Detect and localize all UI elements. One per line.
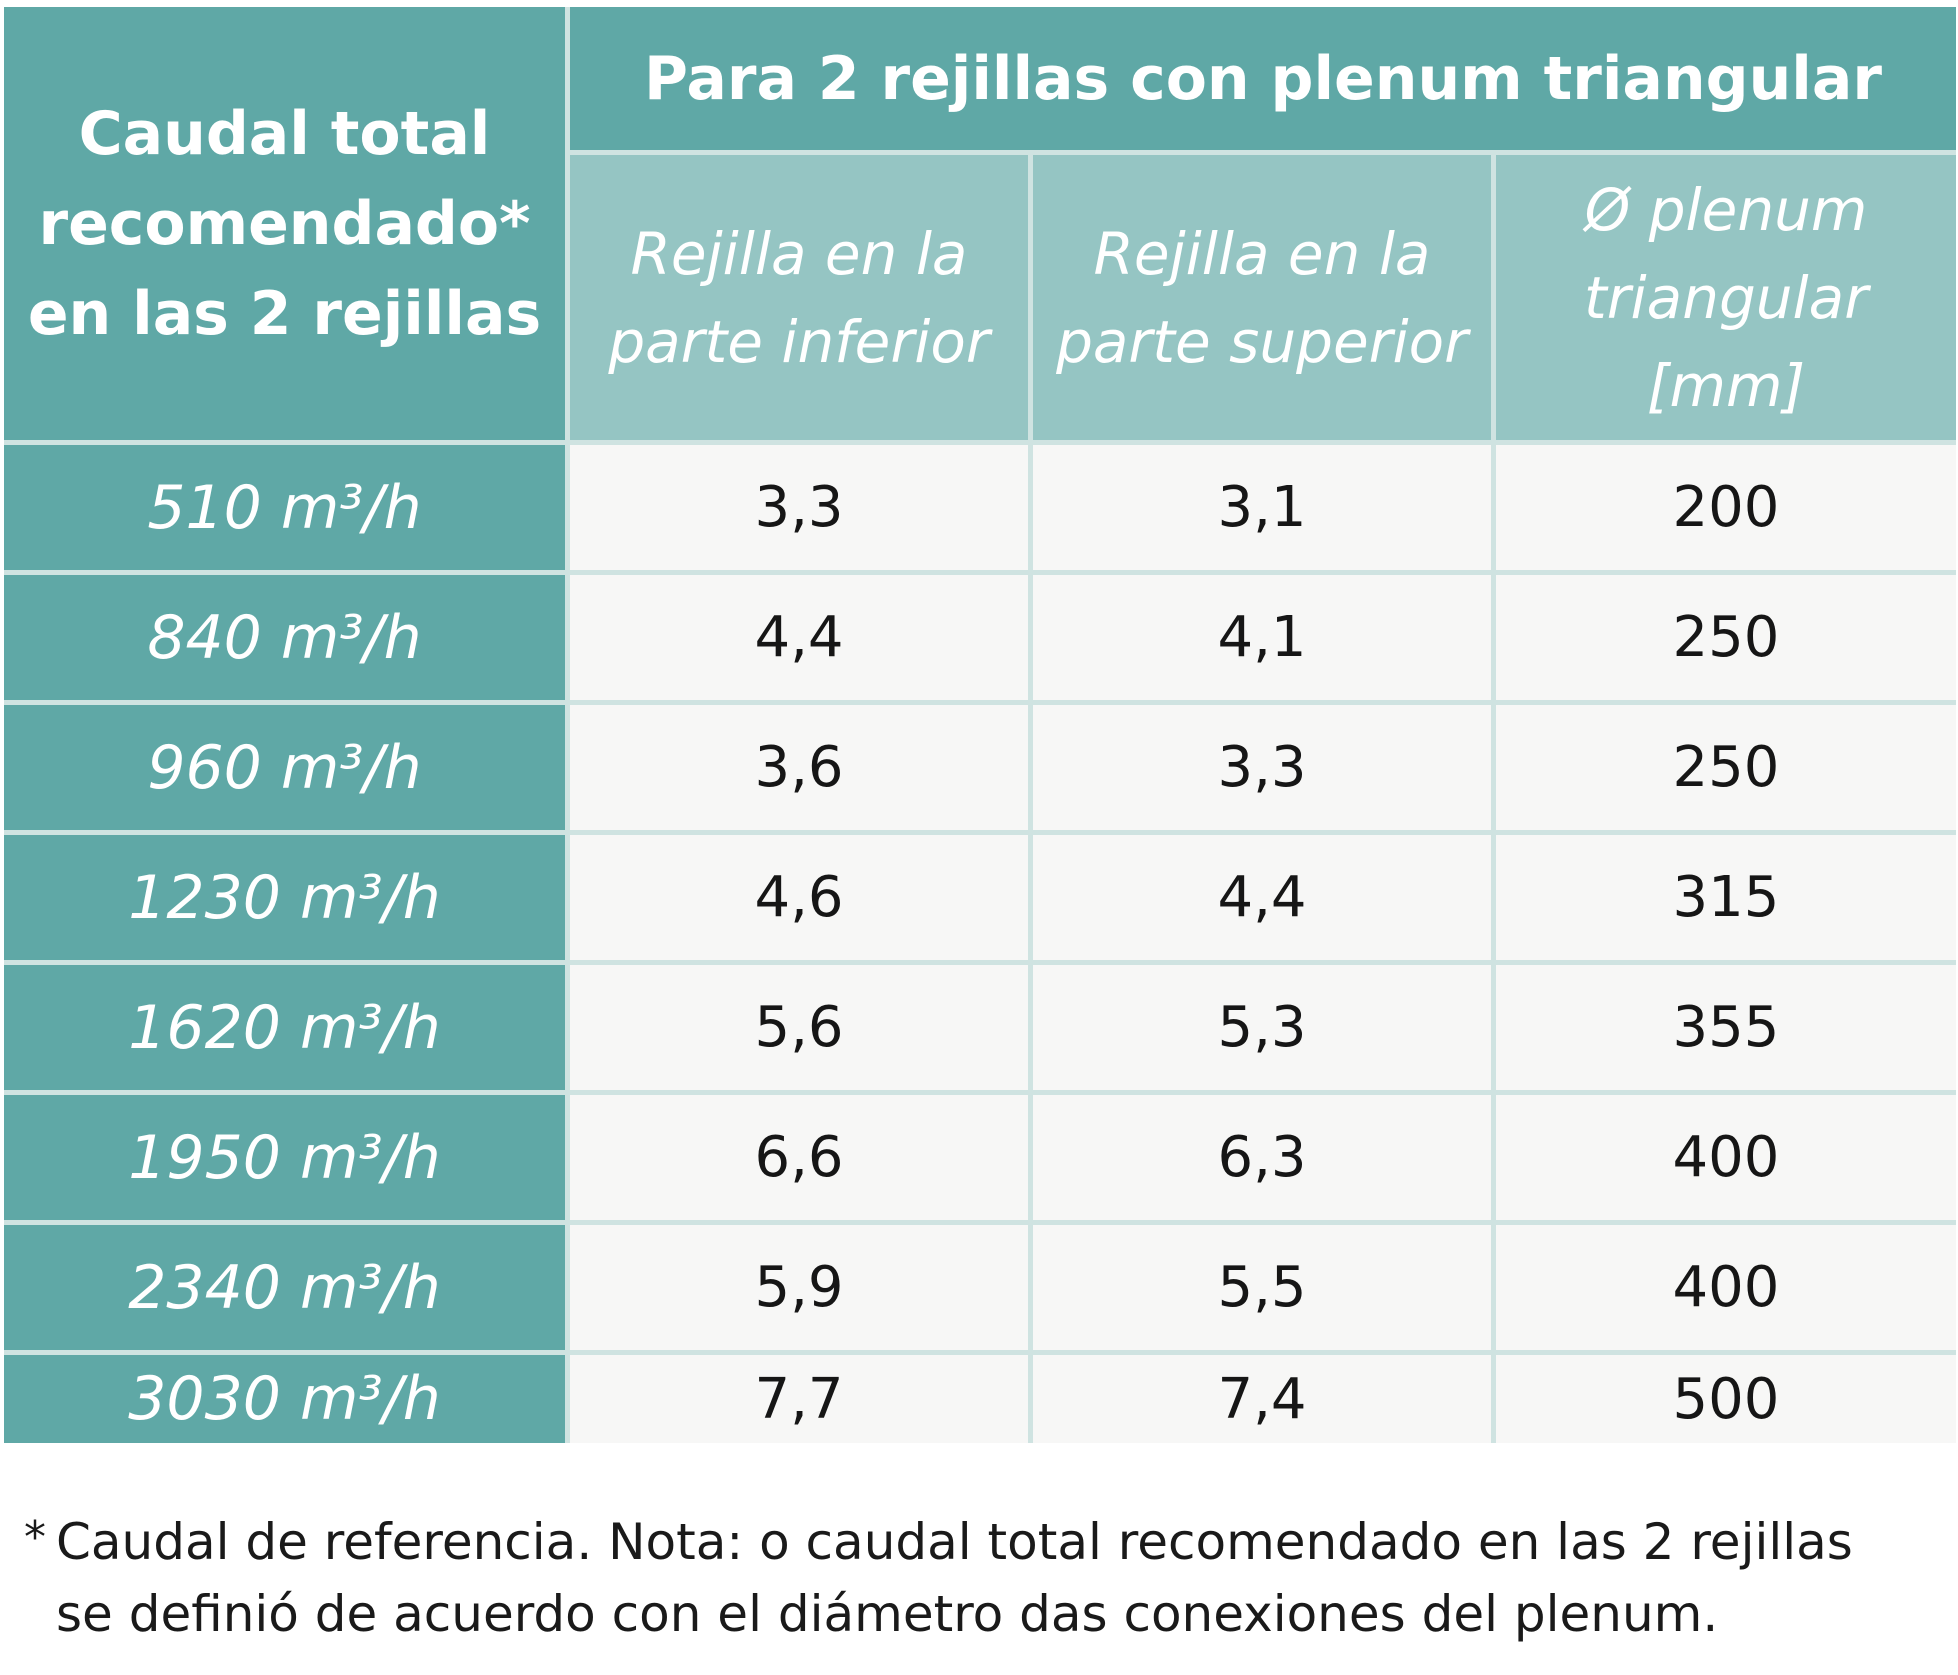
cell-value: 4,1: [1217, 605, 1307, 670]
subheader-inferior: Rejilla en la parte inferior: [570, 155, 1028, 440]
table-cell-plenum: 200: [1496, 445, 1956, 570]
cell-value: 355: [1672, 995, 1780, 1060]
table-cell-plenum: 400: [1496, 1095, 1956, 1220]
cell-value: 5,6: [754, 995, 844, 1060]
table-cell-superior: 3,3: [1033, 705, 1491, 830]
table-cell-caudal: 3030 m³/h: [4, 1355, 565, 1443]
table-cell-inferior: 7,7: [570, 1355, 1028, 1443]
table-cell-superior: 7,4: [1033, 1355, 1491, 1443]
cell-value: 3,3: [754, 475, 844, 540]
footnote: * Caudal de referencia. Nota: o caudal t…: [24, 1506, 1944, 1650]
cell-value: 960 m³/h: [147, 732, 422, 803]
cell-value: 4,4: [1217, 865, 1307, 930]
table-cell-inferior: 3,3: [570, 445, 1028, 570]
table-cell-plenum: 315: [1496, 835, 1956, 960]
cell-value: 250: [1672, 735, 1780, 800]
cell-value: 7,7: [754, 1366, 844, 1432]
table-cell-superior: 5,3: [1033, 965, 1491, 1090]
cell-value: 500: [1672, 1366, 1780, 1432]
table-cell-superior: 4,4: [1033, 835, 1491, 960]
cell-value: 5,5: [1217, 1255, 1307, 1320]
cell-value: 5,3: [1217, 995, 1307, 1060]
cell-value: 3,3: [1217, 735, 1307, 800]
cell-value: 6,3: [1217, 1125, 1307, 1190]
table-cell-inferior: 5,9: [570, 1225, 1028, 1350]
table-cell-inferior: 4,6: [570, 835, 1028, 960]
table-cell-inferior: 6,6: [570, 1095, 1028, 1220]
cell-value: 4,4: [754, 605, 844, 670]
group-header-text: Para 2 rejillas con plenum triangular: [644, 43, 1882, 114]
table-cell-caudal: 960 m³/h: [4, 705, 565, 830]
cell-value: 2340 m³/h: [128, 1252, 441, 1323]
footnote-marker: *: [24, 1512, 46, 1563]
cell-value: 6,6: [754, 1125, 844, 1190]
table-cell-plenum: 250: [1496, 575, 1956, 700]
cell-value: 3,1: [1217, 475, 1307, 540]
table-cell-plenum: 355: [1496, 965, 1956, 1090]
cell-value: 1230 m³/h: [128, 862, 441, 933]
table-cell-plenum: 250: [1496, 705, 1956, 830]
cell-value: 1950 m³/h: [128, 1122, 441, 1193]
table-cell-inferior: 3,6: [570, 705, 1028, 830]
table-cell-caudal: 510 m³/h: [4, 445, 565, 570]
cell-value: 250: [1672, 605, 1780, 670]
corner-header: Caudal total recomendado* en las 2 rejil…: [4, 7, 565, 440]
cell-value: 3,6: [754, 735, 844, 800]
flow-table: Caudal total recomendado* en las 2 rejil…: [4, 7, 1956, 1443]
table-cell-superior: 4,1: [1033, 575, 1491, 700]
table-cell-caudal: 2340 m³/h: [4, 1225, 565, 1350]
cell-value: 200: [1672, 475, 1780, 540]
table-cell-caudal: 1230 m³/h: [4, 835, 565, 960]
cell-value: 7,4: [1217, 1366, 1307, 1432]
table-cell-superior: 6,3: [1033, 1095, 1491, 1220]
cell-value: 400: [1672, 1125, 1780, 1190]
cell-value: 510 m³/h: [147, 472, 422, 543]
subheader-plenum-text: Ø plenum triangular [mm]: [1583, 175, 1869, 420]
subheader-superior-text: Rejilla en la parte superior: [1056, 219, 1468, 376]
table-cell-superior: 3,1: [1033, 445, 1491, 570]
subheader-inferior-text: Rejilla en la parte inferior: [608, 219, 990, 376]
cell-value: 315: [1672, 865, 1780, 930]
cell-value: 3030 m³/h: [128, 1364, 441, 1434]
table-cell-inferior: 4,4: [570, 575, 1028, 700]
subheader-plenum: Ø plenum triangular [mm]: [1496, 155, 1956, 440]
table-cell-caudal: 1950 m³/h: [4, 1095, 565, 1220]
cell-value: 4,6: [754, 865, 844, 930]
corner-header-text: Caudal total recomendado* en las 2 rejil…: [27, 98, 542, 349]
table-cell-inferior: 5,6: [570, 965, 1028, 1090]
cell-value: 1620 m³/h: [128, 992, 441, 1063]
cell-value: 840 m³/h: [147, 602, 422, 673]
table-cell-caudal: 1620 m³/h: [4, 965, 565, 1090]
subheader-superior: Rejilla en la parte superior: [1033, 155, 1491, 440]
footnote-line-1: Caudal de referencia. Nota: o caudal tot…: [56, 1513, 1853, 1571]
table-cell-superior: 5,5: [1033, 1225, 1491, 1350]
cell-value: 5,9: [754, 1255, 844, 1320]
table-cell-plenum: 400: [1496, 1225, 1956, 1350]
cell-value: 400: [1672, 1255, 1780, 1320]
table-cell-caudal: 840 m³/h: [4, 575, 565, 700]
table-cell-plenum: 500: [1496, 1355, 1956, 1443]
footnote-line-2: se definió de acuerdo con el diámetro da…: [56, 1585, 1719, 1643]
group-header: Para 2 rejillas con plenum triangular: [570, 7, 1956, 150]
